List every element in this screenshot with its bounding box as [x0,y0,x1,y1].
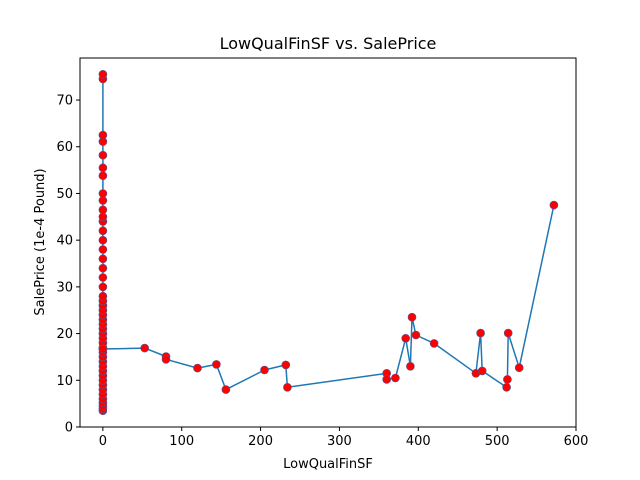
x-tick-label: 200 [248,434,273,449]
x-tick-label: 100 [169,434,194,449]
x-tick-label: 600 [564,434,589,449]
data-point [98,235,108,245]
y-tick-label: 60 [56,140,73,155]
chart-title: LowQualFinSF vs. SalePrice [220,34,437,53]
y-tick-label: 20 [56,327,73,342]
x-axis-label: LowQualFinSF [283,457,373,472]
data-point [549,200,559,210]
data-point [514,363,524,373]
data-point [98,273,108,282]
data-point [140,343,149,353]
data-point [406,361,415,371]
y-axis-ticks: 0 10 20 30 40 50 60 70 [56,94,80,436]
y-tick-label: 10 [56,374,73,389]
data-point [98,344,108,354]
y-tick-label: 0 [65,421,73,436]
x-tick-label: 500 [485,434,510,449]
data-point [503,375,512,384]
data-point [98,171,108,180]
data-point [98,254,108,264]
data-point [98,205,108,215]
data-point [407,312,417,322]
x-tick-label: 400 [406,434,431,449]
data-point [161,354,171,364]
data-point [98,189,108,198]
y-tick-label: 50 [56,187,73,202]
data-point [502,382,511,392]
x-tick-label: 0 [99,434,107,449]
data-point [429,339,439,348]
data-marks [98,70,559,416]
y-tick-label: 40 [56,234,73,249]
data-point [98,150,108,160]
axes-frame [79,57,577,428]
y-tick-label: 70 [56,94,73,109]
data-point [98,263,108,273]
data-point [411,330,421,340]
data-point [98,291,108,301]
data-point [98,163,108,173]
x-axis-ticks: 0 100 200 300 400 500 600 [99,427,589,449]
data-point [260,365,269,375]
data-point [476,328,485,338]
data-point [98,282,108,292]
data-point [221,385,231,394]
data-point [212,360,221,369]
data-point [382,375,392,384]
x-tick-label: 300 [327,434,352,449]
data-point [477,366,487,376]
data-point [98,245,108,254]
y-tick-label: 30 [56,280,73,295]
data-point [98,226,108,236]
data-point [401,333,411,343]
data-point [193,363,202,373]
data-point [98,70,108,79]
plot-area: 0 100 200 300 400 500 600 0 10 20 30 40 50 60 70 [56,57,589,449]
y-axis-label: SalePrice (1e-4 Pound) [33,168,48,315]
data-point [98,130,108,140]
data-point [503,328,513,338]
data-point [283,382,292,392]
data-point [281,360,291,370]
data-point [391,373,400,383]
